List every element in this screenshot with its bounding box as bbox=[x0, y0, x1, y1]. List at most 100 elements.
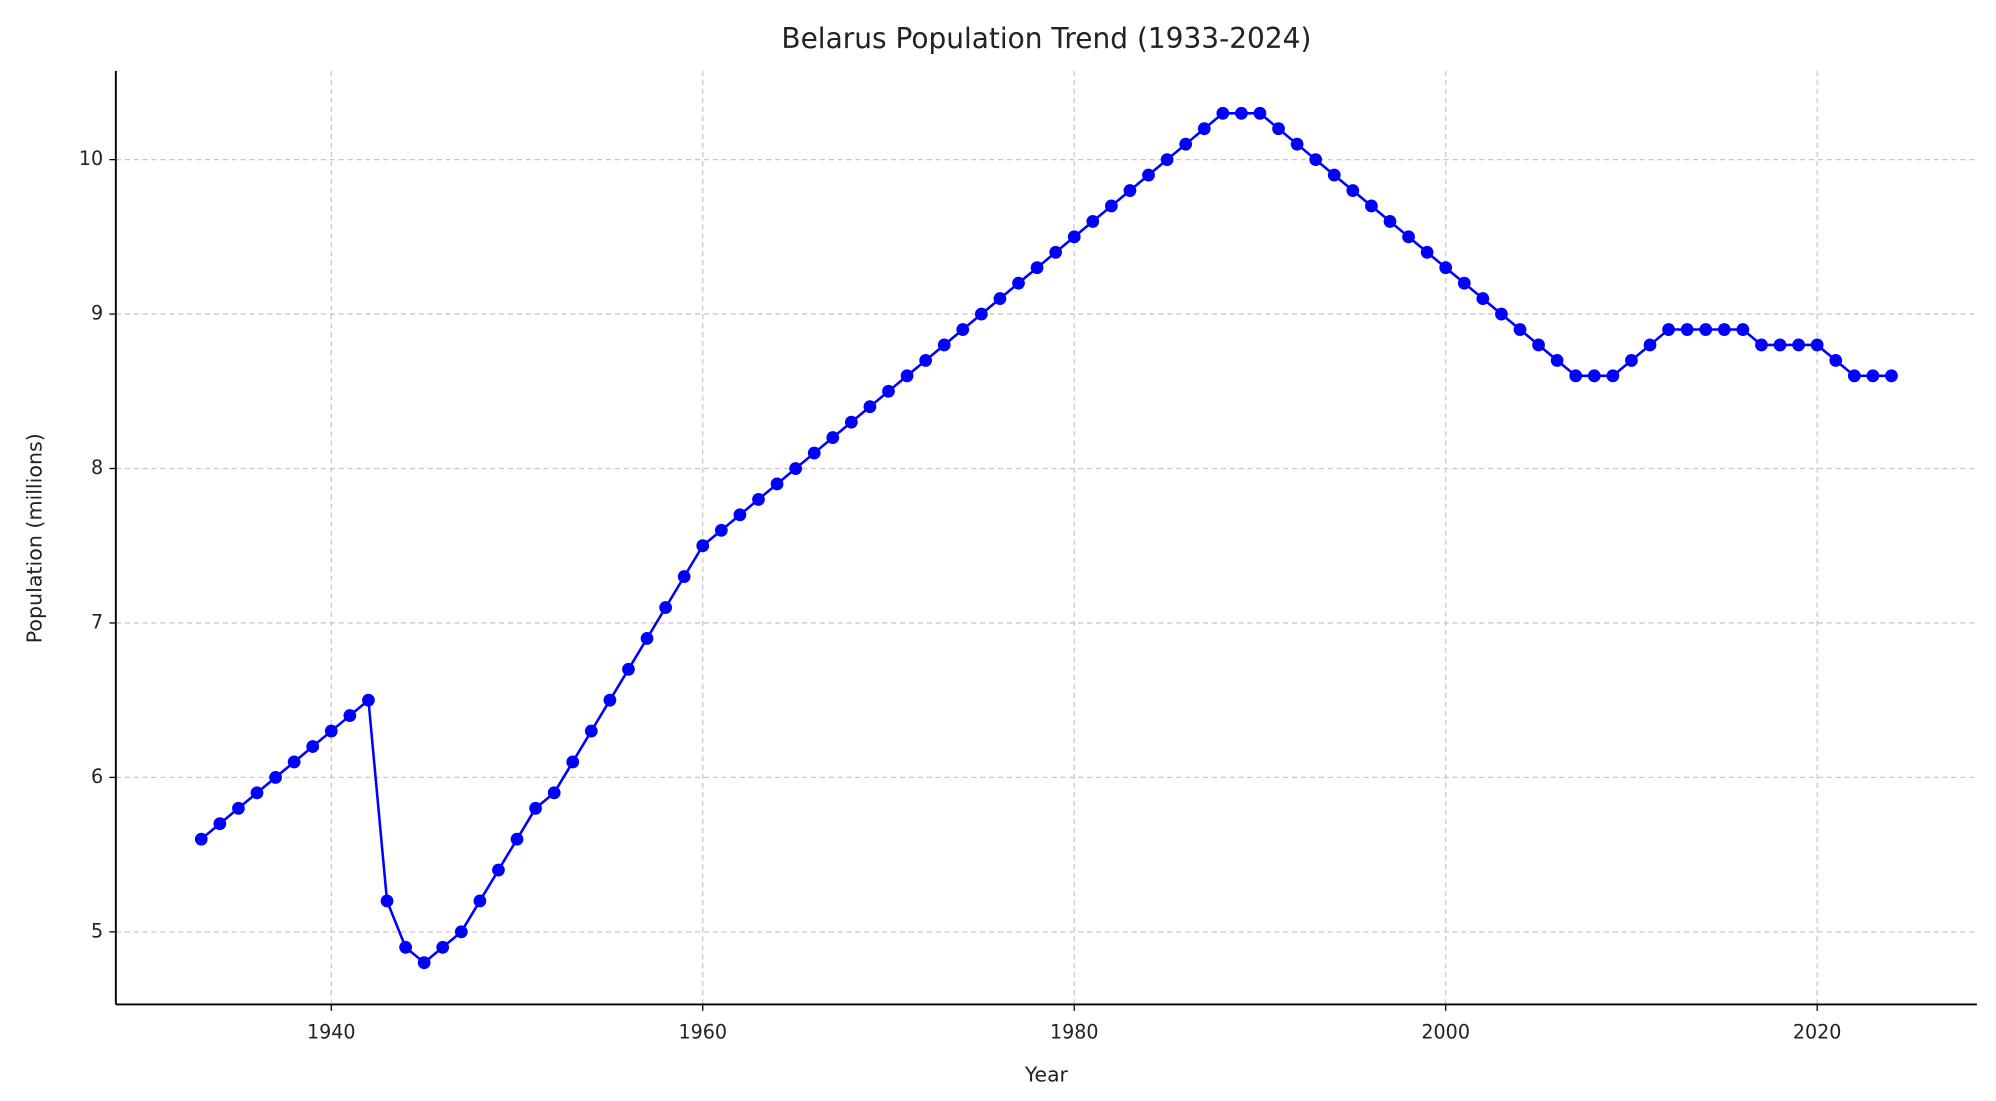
marker bbox=[640, 631, 654, 645]
marker bbox=[1439, 261, 1453, 275]
marker bbox=[1160, 153, 1174, 167]
marker bbox=[287, 755, 301, 769]
marker bbox=[937, 338, 951, 352]
line bbox=[200, 112, 1892, 965]
marker bbox=[1699, 323, 1713, 336]
marker bbox=[1643, 338, 1657, 352]
x-tick-label: 1940 bbox=[307, 1020, 356, 1043]
marker bbox=[510, 832, 524, 846]
chart-title: Belarus Population Trend (1933-2024) bbox=[781, 22, 1311, 55]
marker bbox=[492, 863, 505, 877]
marker bbox=[900, 369, 914, 383]
marker bbox=[343, 709, 357, 723]
x-axis-label: Year bbox=[1024, 1062, 1069, 1086]
marker bbox=[1049, 245, 1063, 259]
x-tick-label: 1960 bbox=[678, 1020, 727, 1043]
marker bbox=[362, 693, 375, 707]
marker bbox=[1773, 338, 1787, 352]
marker bbox=[1829, 353, 1843, 367]
marker bbox=[399, 940, 412, 954]
marker bbox=[1810, 338, 1824, 352]
marker bbox=[1885, 369, 1898, 383]
marker bbox=[1625, 353, 1638, 367]
marker bbox=[789, 462, 802, 475]
x-tick-label: 2020 bbox=[1793, 1020, 1842, 1043]
marker bbox=[733, 508, 747, 522]
marker bbox=[436, 940, 450, 954]
marker bbox=[622, 662, 635, 676]
marker bbox=[417, 956, 431, 970]
marker bbox=[956, 323, 970, 336]
marker bbox=[306, 740, 320, 753]
marker bbox=[975, 307, 988, 321]
marker bbox=[677, 570, 691, 584]
marker bbox=[1402, 230, 1415, 244]
marker bbox=[1680, 323, 1694, 336]
marker bbox=[547, 786, 561, 800]
marker bbox=[566, 755, 580, 769]
marker bbox=[194, 832, 208, 846]
marker bbox=[1272, 122, 1285, 136]
marker bbox=[1847, 369, 1861, 383]
marker bbox=[1550, 353, 1564, 367]
marker bbox=[882, 384, 895, 398]
marker bbox=[213, 817, 227, 831]
marker bbox=[1587, 369, 1601, 383]
marker bbox=[1457, 276, 1471, 290]
marker bbox=[1309, 153, 1323, 167]
marker bbox=[1495, 307, 1508, 321]
marker bbox=[473, 894, 487, 908]
x-tick-label: 2000 bbox=[1421, 1020, 1470, 1043]
marker bbox=[1866, 369, 1880, 383]
marker bbox=[584, 724, 598, 738]
marker bbox=[1513, 323, 1527, 336]
marker bbox=[1346, 184, 1360, 197]
marker bbox=[1216, 106, 1230, 120]
marker bbox=[1365, 199, 1378, 213]
marker bbox=[324, 724, 338, 738]
marker bbox=[1662, 323, 1675, 336]
marker bbox=[844, 415, 858, 429]
marker bbox=[1569, 369, 1583, 383]
marker bbox=[529, 801, 542, 815]
y-tick-label: 8 bbox=[91, 456, 103, 479]
marker bbox=[752, 492, 765, 506]
marker bbox=[1476, 292, 1490, 306]
marker bbox=[1420, 245, 1434, 259]
marker bbox=[1030, 261, 1044, 275]
marker bbox=[1142, 168, 1155, 182]
marker bbox=[1532, 338, 1545, 352]
marker bbox=[1179, 137, 1193, 151]
marker bbox=[269, 770, 282, 784]
marker bbox=[1717, 323, 1731, 336]
marker bbox=[714, 523, 728, 537]
marker bbox=[826, 431, 840, 445]
y-tick-label: 9 bbox=[91, 301, 103, 324]
marker bbox=[1383, 214, 1397, 228]
marker bbox=[380, 894, 394, 908]
marker bbox=[1105, 199, 1118, 213]
marker bbox=[1606, 369, 1620, 383]
marker bbox=[863, 400, 877, 414]
y-tick-label: 7 bbox=[91, 610, 103, 633]
marker bbox=[919, 353, 933, 367]
x-tick-label: 1980 bbox=[1050, 1020, 1099, 1043]
marker bbox=[1290, 137, 1304, 151]
y-tick-label: 10 bbox=[79, 147, 103, 170]
marker bbox=[603, 693, 617, 707]
marker bbox=[1012, 276, 1025, 290]
marker bbox=[770, 477, 784, 491]
marker bbox=[1253, 106, 1267, 120]
marker bbox=[1086, 214, 1100, 228]
marker bbox=[1792, 338, 1805, 352]
marker bbox=[659, 601, 672, 614]
marker bbox=[1197, 122, 1211, 136]
marker bbox=[1755, 338, 1768, 352]
marker bbox=[1736, 323, 1750, 336]
marker bbox=[1235, 106, 1248, 120]
marker bbox=[250, 786, 264, 800]
marker bbox=[807, 446, 821, 460]
marker bbox=[232, 801, 245, 815]
marker bbox=[1327, 168, 1341, 182]
